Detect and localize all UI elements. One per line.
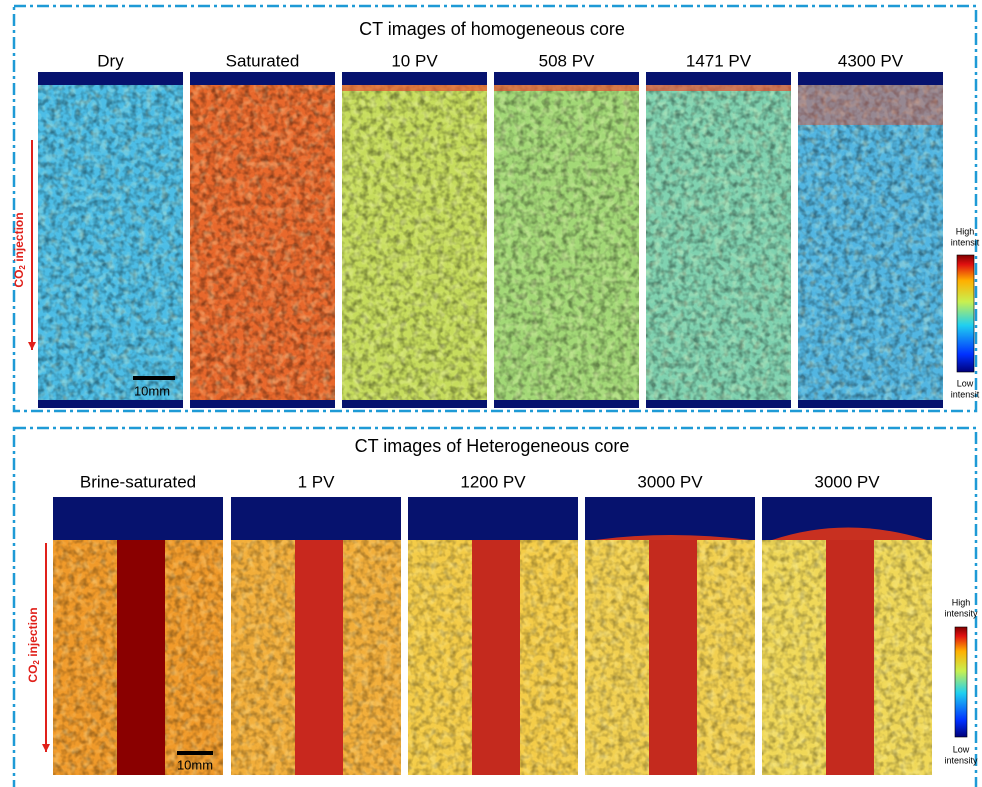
arrow-head <box>42 744 50 752</box>
cap <box>38 72 183 85</box>
scale-label: 10mm <box>134 383 170 398</box>
cap <box>646 400 791 408</box>
panel-label: 508 PV <box>539 51 595 70</box>
cap <box>798 72 943 85</box>
cap <box>53 497 223 540</box>
high-perm-column <box>117 540 165 775</box>
ct-texture <box>190 85 335 400</box>
injection-label: CO2 injection <box>26 607 41 682</box>
ct-texture <box>38 85 183 400</box>
colorbar <box>956 254 975 373</box>
legend-low: intensity <box>944 755 978 765</box>
cap <box>408 497 578 540</box>
high-perm-column <box>649 540 697 775</box>
panel-label: Saturated <box>226 51 300 70</box>
cap <box>798 400 943 408</box>
cap <box>585 497 755 540</box>
arrow-head <box>28 342 36 350</box>
injection-subscript: 2 <box>32 660 41 665</box>
cap <box>231 497 401 540</box>
panel-label: 1471 PV <box>686 51 752 70</box>
front-band <box>798 85 943 125</box>
scale-bar <box>133 376 175 380</box>
cap <box>494 72 639 85</box>
legend-low: Low <box>957 378 974 388</box>
section-border <box>12 4 978 413</box>
ct-texture <box>798 85 943 400</box>
legend-high: intensit <box>951 237 980 247</box>
panel-label: Dry <box>97 51 124 70</box>
co2-front <box>772 527 927 540</box>
high-perm-column <box>295 540 343 775</box>
cap <box>646 72 791 85</box>
high-perm-column <box>472 540 520 775</box>
ct-texture <box>646 85 791 400</box>
panel-label: 3000 PV <box>814 472 880 491</box>
co2-front <box>595 535 750 540</box>
section-border <box>12 426 978 787</box>
injection-subscript: 2 <box>18 265 27 270</box>
ct-texture <box>342 85 487 400</box>
high-perm-column <box>826 540 874 775</box>
ct-texture <box>494 85 639 400</box>
cap <box>342 72 487 85</box>
injection-text: CO <box>26 665 40 683</box>
scale-bar <box>177 751 213 755</box>
panel-label: 4300 PV <box>838 51 904 70</box>
injection-text: injection <box>26 607 40 660</box>
section-title: CT images of Heterogeneous core <box>355 436 630 456</box>
panel-label: 3000 PV <box>637 472 703 491</box>
section-title: CT images of homogeneous core <box>359 19 625 39</box>
scale-label: 10mm <box>177 757 213 772</box>
legend-high: High <box>952 597 971 607</box>
panel-label: 1 PV <box>298 472 336 491</box>
injection-text: CO <box>12 270 26 288</box>
injection-label: CO2 injection <box>12 212 27 287</box>
legend-low: Low <box>953 744 970 754</box>
front-band <box>342 85 487 91</box>
colorbar <box>954 626 968 738</box>
legend-high: intensity <box>944 608 978 618</box>
cap <box>342 400 487 408</box>
legend-high: High <box>956 226 975 236</box>
panel-label: 10 PV <box>391 51 438 70</box>
cap <box>190 400 335 408</box>
panel-label: Brine-saturated <box>80 472 196 491</box>
cap <box>38 400 183 408</box>
front-band <box>494 85 639 91</box>
cap <box>494 400 639 408</box>
legend-low: intensit <box>951 389 980 399</box>
cap <box>190 72 335 85</box>
panel-label: 1200 PV <box>460 472 526 491</box>
front-band <box>646 85 791 91</box>
injection-text: injection <box>12 212 26 265</box>
